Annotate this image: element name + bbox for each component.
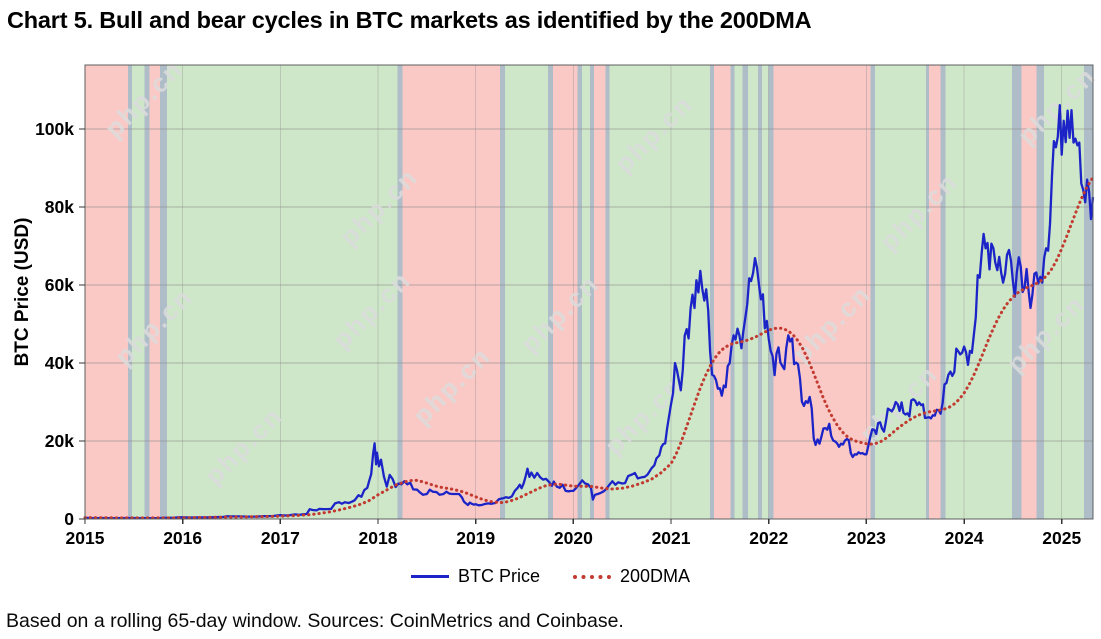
transition-region bbox=[547, 65, 553, 519]
bull-region bbox=[609, 65, 711, 519]
bear-region bbox=[149, 65, 161, 519]
bull-region bbox=[734, 65, 743, 519]
transition-region bbox=[144, 65, 150, 519]
bear-region bbox=[552, 65, 578, 519]
transition-region bbox=[127, 65, 132, 519]
y-axis-title: BTC Price (USD) bbox=[12, 217, 33, 367]
bull-region bbox=[875, 65, 926, 519]
transition-region bbox=[870, 65, 876, 519]
bull-region bbox=[167, 65, 398, 519]
bull-region bbox=[761, 65, 769, 519]
x-tick-label: 2021 bbox=[652, 528, 691, 548]
bull-region bbox=[582, 65, 590, 519]
y-tick-label: 20k bbox=[45, 431, 74, 451]
bear-region bbox=[593, 65, 606, 519]
bull-region bbox=[945, 65, 1012, 519]
bear-region bbox=[714, 65, 731, 519]
x-tick-label: 2024 bbox=[945, 528, 984, 548]
y-tick-label: 80k bbox=[45, 197, 74, 217]
bull-region bbox=[1044, 65, 1085, 519]
y-tick-label: 100k bbox=[35, 119, 74, 139]
transition-region bbox=[1084, 65, 1093, 519]
x-tick-label: 2016 bbox=[163, 528, 202, 548]
transition-region bbox=[160, 65, 168, 519]
transition-region bbox=[742, 65, 749, 519]
transition-region bbox=[605, 65, 610, 519]
transition-region bbox=[589, 65, 594, 519]
bull-region bbox=[131, 65, 145, 519]
btc-price-line-swatch bbox=[410, 575, 449, 578]
bear-region bbox=[928, 65, 941, 519]
transition-region bbox=[577, 65, 583, 519]
bear-region bbox=[402, 65, 501, 519]
x-tick-label: 2018 bbox=[359, 528, 398, 548]
transition-region bbox=[768, 65, 774, 519]
source-caption: Based on a rolling 65-day window. Source… bbox=[6, 610, 624, 632]
y-tick-label: 60k bbox=[45, 275, 74, 295]
x-tick-label: 2017 bbox=[261, 528, 300, 548]
x-tick-label: 2022 bbox=[749, 528, 788, 548]
bear-region bbox=[773, 65, 871, 519]
x-tick-label: 2020 bbox=[554, 528, 593, 548]
transition-region bbox=[397, 65, 403, 519]
x-tick-label: 2023 bbox=[847, 528, 886, 548]
y-tick-label: 0 bbox=[64, 509, 74, 529]
chart-legend: BTC Price 200DMA bbox=[0, 566, 1101, 587]
bull-region bbox=[748, 65, 758, 519]
transition-region bbox=[1036, 65, 1045, 519]
bull-region bbox=[505, 65, 548, 519]
chart-title: Chart 5. Bull and bear cycles in BTC mar… bbox=[7, 7, 812, 33]
legend-label-btc-price: BTC Price bbox=[457, 566, 540, 586]
x-tick-label: 2019 bbox=[456, 528, 495, 548]
transition-region bbox=[500, 65, 505, 519]
transition-region bbox=[925, 65, 929, 519]
dma-line bbox=[83, 176, 1095, 520]
plot-border bbox=[84, 64, 1094, 520]
btc-price-line bbox=[84, 104, 1095, 520]
transition-region bbox=[940, 65, 946, 519]
chart-canvas: php.cn php.cn php.cn php.cn php.cn php.cn php.… bbox=[0, 54, 1101, 587]
transition-region bbox=[730, 65, 735, 519]
legend-label-200dma: 200DMA bbox=[619, 566, 691, 586]
x-tick-label: 2025 bbox=[1042, 528, 1081, 548]
transition-region bbox=[710, 65, 715, 519]
dma-line-swatch bbox=[572, 574, 611, 579]
y-tick-label: 40k bbox=[45, 353, 74, 373]
x-tick-label: 2015 bbox=[66, 528, 105, 548]
bear-region bbox=[85, 65, 128, 519]
